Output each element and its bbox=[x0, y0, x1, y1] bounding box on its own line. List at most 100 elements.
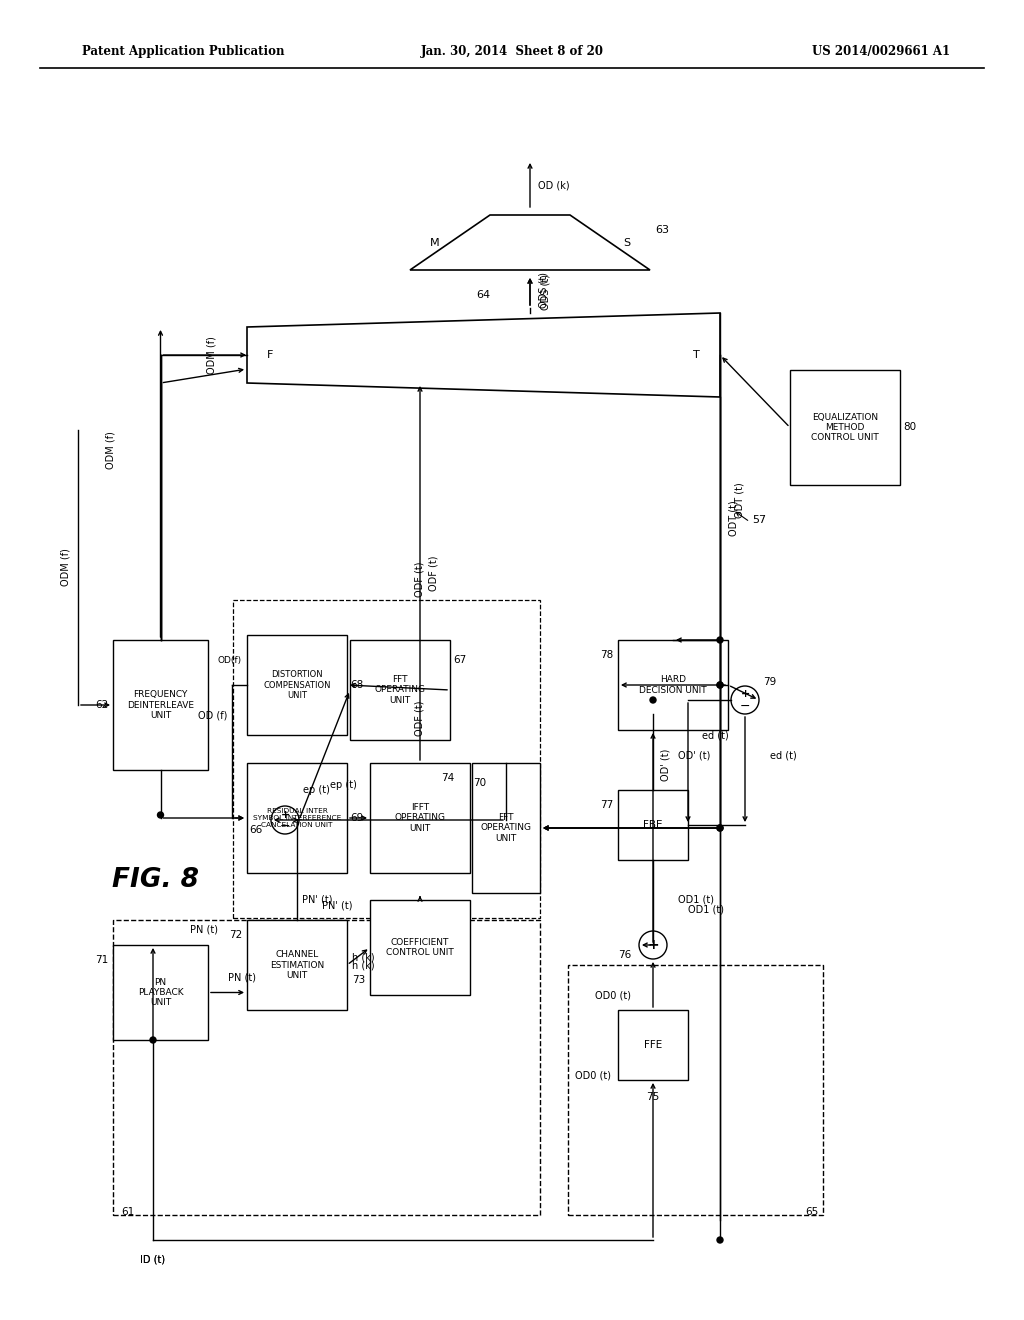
Text: 74: 74 bbox=[440, 774, 454, 783]
Bar bbox=[790, 370, 900, 484]
Bar bbox=[370, 900, 470, 995]
Bar bbox=[113, 945, 208, 1040]
Text: OD(f): OD(f) bbox=[218, 656, 242, 664]
Text: ODS (t): ODS (t) bbox=[538, 272, 548, 308]
Text: 65: 65 bbox=[805, 1206, 818, 1217]
Text: 64: 64 bbox=[476, 290, 490, 300]
Circle shape bbox=[717, 825, 723, 832]
Text: 57: 57 bbox=[752, 515, 766, 525]
Text: 72: 72 bbox=[228, 931, 242, 940]
Text: 67: 67 bbox=[453, 655, 466, 665]
Text: FREQUENCY
DEINTERLEAVE
UNIT: FREQUENCY DEINTERLEAVE UNIT bbox=[127, 690, 194, 719]
Text: 75: 75 bbox=[646, 1092, 659, 1102]
Text: Patent Application Publication: Patent Application Publication bbox=[82, 45, 285, 58]
Text: FFE: FFE bbox=[644, 1040, 663, 1049]
Text: ODT (t): ODT (t) bbox=[735, 482, 745, 517]
Text: ID (t): ID (t) bbox=[140, 1255, 166, 1265]
Text: DISTORTION
COMPENSATION
UNIT: DISTORTION COMPENSATION UNIT bbox=[263, 671, 331, 700]
Bar bbox=[113, 920, 540, 1214]
Text: FFT
OPERATING
UNIT: FFT OPERATING UNIT bbox=[375, 675, 426, 705]
Text: 79: 79 bbox=[763, 677, 776, 686]
Text: PN' (t): PN' (t) bbox=[322, 900, 352, 909]
Text: US 2014/0029661 A1: US 2014/0029661 A1 bbox=[812, 45, 950, 58]
Text: PN (t): PN (t) bbox=[228, 973, 256, 982]
Text: OD (k): OD (k) bbox=[538, 180, 569, 190]
Text: +: + bbox=[281, 810, 290, 820]
Bar bbox=[247, 763, 347, 873]
Bar bbox=[247, 635, 347, 735]
Text: M: M bbox=[430, 238, 439, 248]
Circle shape bbox=[717, 1237, 723, 1243]
Text: 62: 62 bbox=[95, 700, 108, 710]
Bar bbox=[618, 789, 688, 861]
Circle shape bbox=[717, 638, 723, 643]
Text: −: − bbox=[739, 700, 751, 713]
Text: OD' (t): OD' (t) bbox=[678, 750, 710, 760]
Bar bbox=[113, 640, 208, 770]
Text: 69: 69 bbox=[350, 813, 364, 822]
Text: OD0 (t): OD0 (t) bbox=[575, 1071, 611, 1080]
Text: ODM (f): ODM (f) bbox=[60, 549, 70, 586]
Bar bbox=[568, 965, 823, 1214]
Text: +: + bbox=[647, 939, 658, 952]
Text: IFFT
OPERATING
UNIT: IFFT OPERATING UNIT bbox=[394, 803, 445, 833]
Text: COEFFICIENT
CONTROL UNIT: COEFFICIENT CONTROL UNIT bbox=[386, 937, 454, 957]
Text: ODF (t): ODF (t) bbox=[415, 561, 425, 597]
Bar bbox=[472, 763, 540, 894]
Text: ed (t): ed (t) bbox=[770, 750, 797, 760]
Text: 76: 76 bbox=[617, 950, 631, 960]
Text: ep (t): ep (t) bbox=[330, 780, 357, 789]
Text: F: F bbox=[267, 350, 273, 360]
Text: ep (t): ep (t) bbox=[303, 785, 330, 795]
Text: 80: 80 bbox=[903, 422, 916, 433]
Text: ODF (t): ODF (t) bbox=[415, 700, 425, 735]
Circle shape bbox=[717, 682, 723, 688]
Text: EQUALIZATION
METHOD
CONTROL UNIT: EQUALIZATION METHOD CONTROL UNIT bbox=[811, 413, 879, 442]
Bar bbox=[247, 920, 347, 1010]
Text: 68: 68 bbox=[350, 680, 364, 690]
Text: ODM (f): ODM (f) bbox=[105, 432, 116, 469]
Text: OD0 (t): OD0 (t) bbox=[595, 990, 631, 1001]
Text: ODF (t): ODF (t) bbox=[428, 556, 438, 591]
Text: ID (t): ID (t) bbox=[140, 1255, 166, 1265]
Text: OD (f): OD (f) bbox=[198, 710, 227, 719]
Bar bbox=[618, 640, 728, 730]
Text: 61: 61 bbox=[121, 1206, 134, 1217]
Text: 73: 73 bbox=[352, 975, 365, 985]
Text: h (k): h (k) bbox=[352, 952, 375, 962]
Text: 71: 71 bbox=[95, 954, 108, 965]
Text: 63: 63 bbox=[655, 224, 669, 235]
Text: S: S bbox=[623, 238, 630, 248]
Circle shape bbox=[650, 697, 656, 704]
Text: 77: 77 bbox=[600, 800, 613, 810]
Bar bbox=[350, 640, 450, 741]
Text: HARD
DECISION UNIT: HARD DECISION UNIT bbox=[639, 676, 707, 694]
Bar bbox=[370, 763, 470, 873]
Text: PN (t): PN (t) bbox=[190, 925, 218, 935]
Text: −: − bbox=[280, 820, 290, 833]
Text: OD' (t): OD' (t) bbox=[662, 748, 671, 781]
Text: h (k): h (k) bbox=[352, 960, 375, 970]
Circle shape bbox=[717, 682, 723, 688]
Circle shape bbox=[158, 812, 164, 818]
Text: ed (t): ed (t) bbox=[701, 730, 728, 741]
Bar bbox=[618, 1010, 688, 1080]
Text: CHANNEL
ESTIMATION
UNIT: CHANNEL ESTIMATION UNIT bbox=[270, 950, 325, 979]
Text: 66: 66 bbox=[250, 825, 263, 836]
Text: ODT (t): ODT (t) bbox=[728, 500, 738, 536]
Text: FBE: FBE bbox=[643, 820, 663, 830]
Text: FFT
OPERATING
UNIT: FFT OPERATING UNIT bbox=[480, 813, 531, 843]
Text: PN
PLAYBACK
UNIT: PN PLAYBACK UNIT bbox=[137, 978, 183, 1007]
Text: PN' (t): PN' (t) bbox=[302, 895, 333, 906]
Text: ODS (t): ODS (t) bbox=[540, 273, 550, 309]
Text: OD1 (t): OD1 (t) bbox=[688, 906, 724, 915]
Text: FIG. 8: FIG. 8 bbox=[112, 867, 199, 894]
Text: ODM (f): ODM (f) bbox=[207, 337, 217, 374]
Text: T: T bbox=[693, 350, 700, 360]
Bar bbox=[233, 601, 540, 917]
Text: 70: 70 bbox=[473, 777, 486, 788]
Circle shape bbox=[717, 825, 723, 832]
Text: +: + bbox=[740, 689, 750, 700]
Circle shape bbox=[150, 1038, 156, 1043]
Text: 78: 78 bbox=[600, 649, 613, 660]
